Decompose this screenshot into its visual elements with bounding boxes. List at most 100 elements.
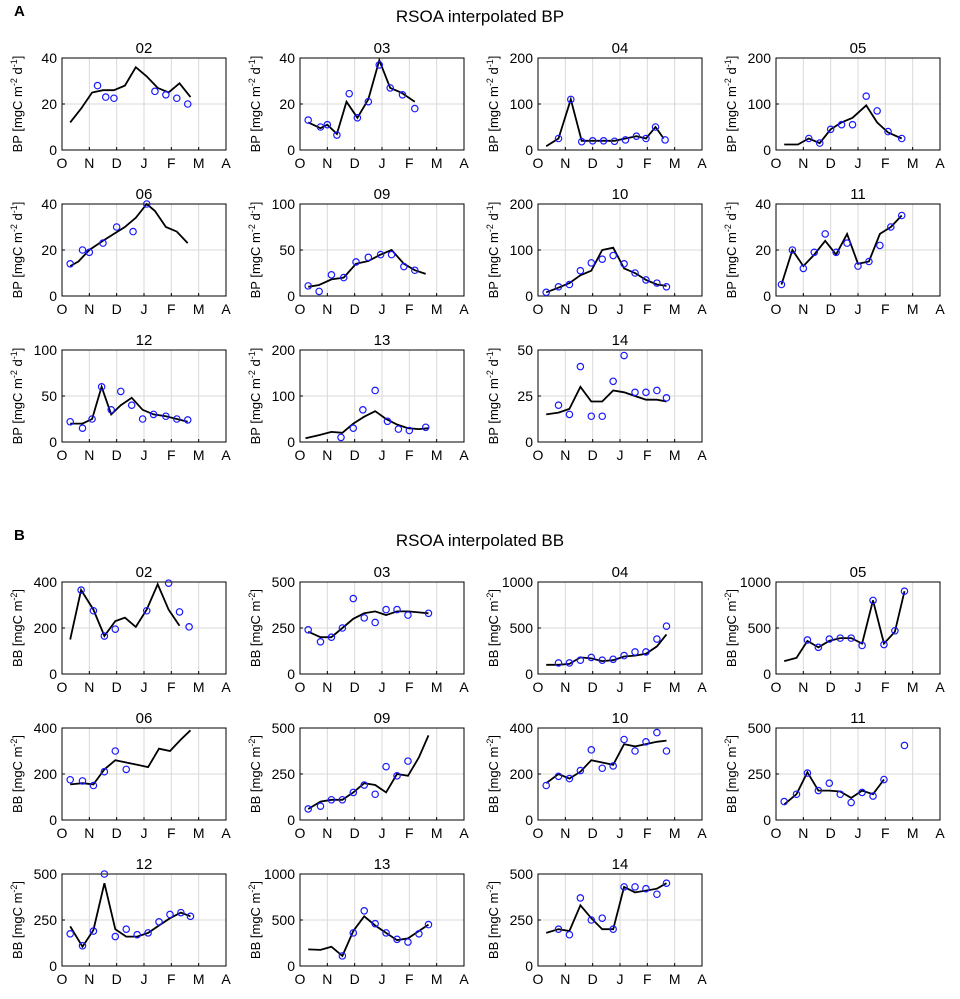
- y-label-superscript: -1: [485, 59, 495, 67]
- y-label-text: ]: [10, 202, 25, 206]
- y-label-superscript: -2: [723, 78, 733, 86]
- y-tick-label: 20: [755, 242, 771, 258]
- observed-point: [353, 114, 362, 122]
- observed-point: [825, 635, 834, 643]
- observed-point: [166, 910, 174, 919]
- observed-point: [404, 757, 412, 765]
- x-tick-label: F: [643, 679, 652, 695]
- observed-point: [89, 927, 98, 935]
- y-label-superscript: -2: [247, 885, 257, 893]
- x-tick-label: D: [350, 825, 360, 841]
- x-tick-label: M: [193, 155, 205, 171]
- observed-point: [360, 906, 369, 915]
- observed-point: [799, 264, 808, 273]
- y-label-text: BP [mgC m: [486, 378, 501, 444]
- observed-point: [107, 405, 116, 414]
- observed-point: [621, 136, 630, 144]
- subplot-b-11: O N D J F M A 0 250 500 11 BB [mgC m-2]: [723, 710, 945, 841]
- observed-point: [810, 248, 819, 257]
- x-tick-label: N: [560, 447, 570, 463]
- x-tick-label: F: [405, 301, 414, 317]
- y-axis-label: BB [mgC m-2]: [485, 735, 501, 813]
- y-label-superscript: -2: [485, 739, 495, 747]
- observed-point: [66, 929, 75, 938]
- subplot-title: 12: [136, 332, 153, 349]
- x-tick-label: N: [560, 825, 570, 841]
- observed-point: [576, 266, 585, 275]
- y-label-superscript: -2: [723, 593, 733, 601]
- observed-point: [662, 747, 671, 755]
- x-tick-label: D: [588, 679, 598, 695]
- observed-point: [848, 120, 857, 129]
- x-tick-label: D: [112, 155, 122, 171]
- observed-point: [349, 424, 358, 433]
- observed-point: [66, 259, 75, 268]
- observed-point: [393, 772, 401, 780]
- y-tick-label: 0: [49, 666, 57, 682]
- y-axis-label: BP [mgC m-2 d-1]: [247, 348, 263, 445]
- observed-point: [360, 781, 369, 789]
- observed-point: [386, 84, 395, 92]
- observed-point: [576, 362, 585, 371]
- observed-point: [843, 239, 851, 247]
- series-interpolated-line: [69, 65, 192, 123]
- x-tick-label: F: [167, 679, 176, 695]
- y-tick-label: 200: [510, 50, 534, 66]
- x-tick-label: D: [350, 447, 360, 463]
- x-tick-label: J: [141, 301, 148, 317]
- x-tick-label: A: [221, 971, 231, 987]
- subplot-b-03: O N D J F M A 0 250 500 03 BB [mgC m-2]: [247, 564, 469, 695]
- y-tick-label: 0: [49, 958, 57, 974]
- observed-point: [371, 919, 379, 928]
- subplot-a-14: O N D J F M A 0 25 50 14 BP [mgC m-2 d-1]: [485, 332, 707, 463]
- subplot-title: 10: [612, 186, 629, 203]
- y-tick-label: 0: [525, 288, 533, 304]
- y-label-text: BB [mgC m: [10, 747, 25, 813]
- observed-point: [323, 120, 332, 129]
- observed-point: [598, 656, 607, 665]
- x-tick-label: N: [322, 679, 332, 695]
- x-tick-label: J: [855, 155, 862, 171]
- observed-point: [404, 611, 412, 619]
- x-tick-label: A: [459, 825, 469, 841]
- observed-point: [349, 594, 358, 603]
- observed-point: [598, 914, 607, 922]
- observed-point: [900, 741, 909, 750]
- y-label-superscript: -1: [9, 59, 19, 67]
- observed-point: [869, 596, 877, 605]
- x-tick-label: A: [459, 301, 469, 317]
- x-tick-label: O: [533, 679, 544, 695]
- observed-point: [891, 626, 899, 635]
- series-interpolated-line: [70, 383, 188, 425]
- y-tick-label: 0: [763, 142, 771, 158]
- y-label-text: BB [mgC m: [248, 893, 263, 959]
- observed-point: [631, 269, 639, 277]
- y-label-superscript: -2: [9, 370, 19, 378]
- subplot-b-10: O N D J F M A 0 200 400 10 BB [mgC m-2]: [485, 710, 707, 841]
- y-tick-label: 100: [510, 242, 534, 258]
- y-tick-label: 500: [748, 720, 772, 736]
- observed-point: [620, 351, 628, 360]
- subplot-b-14: O N D J F M A 0 250 500 14 BB [mgC m-2]: [485, 856, 707, 987]
- observed-point: [405, 426, 414, 435]
- observed-point: [376, 250, 385, 259]
- y-label-text: BB [mgC m: [486, 747, 501, 813]
- observed-point: [111, 747, 120, 755]
- observed-point: [609, 655, 617, 664]
- y-label-superscript: -1: [9, 205, 19, 213]
- subplot-b-06: O N D J F M A 0 200 400 06 BB [mgC m-2]: [9, 710, 231, 841]
- observed-point: [371, 790, 379, 799]
- x-tick-label: N: [322, 447, 332, 463]
- observed-point: [337, 433, 345, 442]
- x-tick-label: O: [295, 155, 306, 171]
- series-interpolated-line: [546, 633, 668, 666]
- y-tick-label: 0: [525, 812, 533, 828]
- observed-point: [900, 587, 909, 596]
- observed-point: [897, 134, 906, 143]
- observed-point: [826, 125, 835, 134]
- y-label-text: ]: [10, 56, 25, 60]
- y-tick-label: 250: [510, 912, 534, 928]
- x-tick-label: M: [431, 155, 443, 171]
- observed-point: [88, 415, 96, 423]
